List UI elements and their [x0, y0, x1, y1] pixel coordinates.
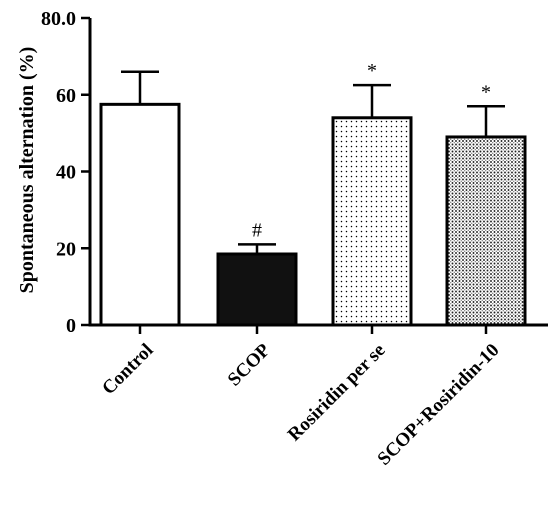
error-bar-2 [238, 243, 276, 255]
x-tick-label-2: SCOP [224, 339, 275, 390]
error-bar-4 [467, 105, 505, 137]
bars-layer [99, 70, 527, 327]
x-tick-label-1: Control [98, 340, 157, 399]
y-tick-label-80: 80.0 [41, 8, 76, 30]
bar-2 [216, 252, 298, 327]
error-bar-1 [121, 70, 159, 105]
error-bar-3 [353, 83, 391, 118]
x-tick-label-3: Rosiridin per se [284, 340, 390, 446]
significance-marker-3: * [367, 60, 377, 82]
y-tick-label-0: 0 [66, 315, 76, 337]
significance-marker-4: * [481, 81, 491, 103]
y-tick-label-40: 40 [56, 162, 76, 184]
bar-3 [331, 116, 413, 327]
bar-4 [445, 135, 527, 327]
axes-layer [81, 16, 548, 334]
y-tick-label-20: 20 [56, 238, 76, 260]
y-tick-label-60: 60 [56, 85, 76, 107]
y-axis-label: Spontaneous alternation (%) [16, 47, 38, 294]
bar-1 [99, 102, 181, 327]
x-tick-label-4: SCOP+Rosiridin-10 [374, 340, 504, 470]
significance-marker-2: # [252, 219, 262, 241]
